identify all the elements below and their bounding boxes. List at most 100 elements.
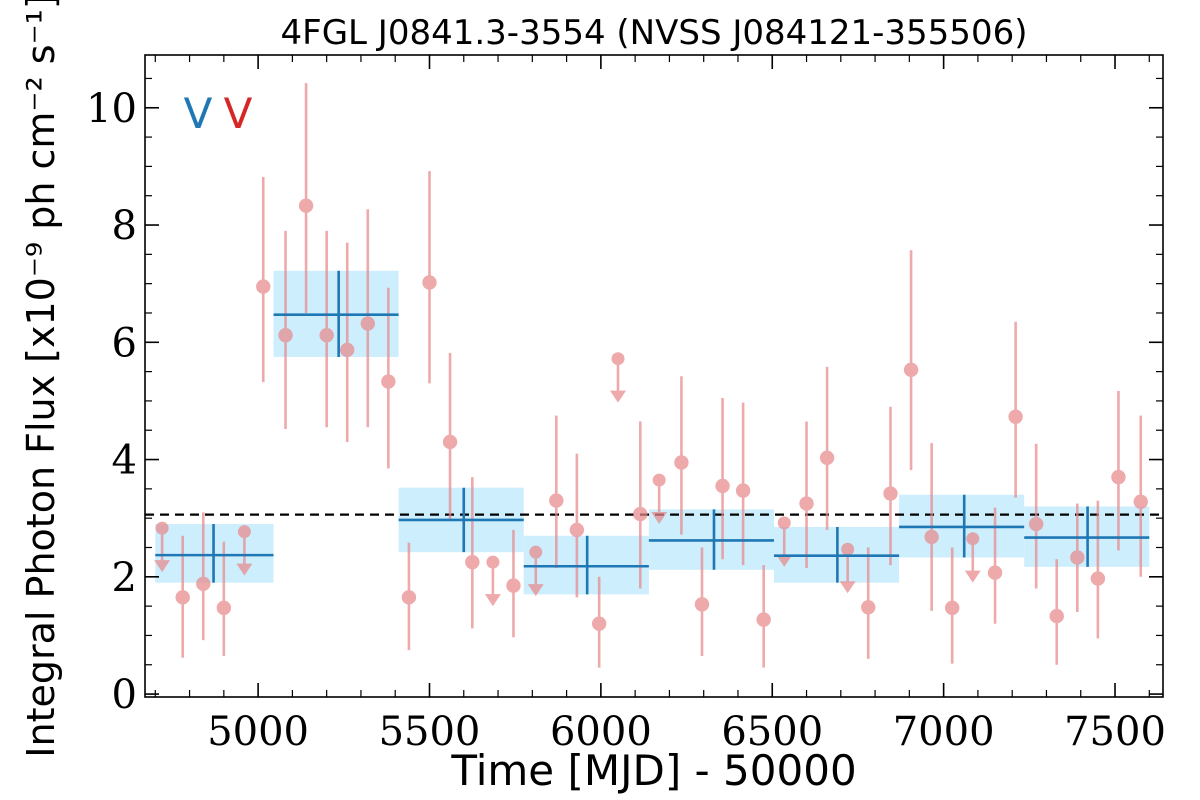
data-point bbox=[340, 342, 355, 358]
binned-point bbox=[773, 526, 900, 583]
short-bin-point bbox=[236, 525, 253, 576]
short-bin-point bbox=[340, 242, 355, 442]
data-point bbox=[756, 612, 771, 627]
short-bin-point bbox=[735, 402, 751, 566]
data-point bbox=[401, 590, 417, 605]
short-bin-point bbox=[1070, 503, 1085, 612]
upper-limit-marker bbox=[611, 352, 625, 366]
short-bin-point bbox=[360, 209, 375, 428]
short-bin-point bbox=[1049, 559, 1064, 665]
short-bin-point bbox=[819, 366, 835, 530]
short-bin-point bbox=[216, 541, 232, 656]
data-point bbox=[442, 434, 458, 450]
short-bin-point bbox=[776, 516, 793, 567]
short-bin-point bbox=[945, 547, 960, 664]
upper-limit-marker bbox=[529, 545, 543, 559]
data-point bbox=[1111, 469, 1126, 485]
axes: 5000 5500 6000 6500 7000 7500 0 2 4 6 8 10 bbox=[86, 55, 1166, 755]
data-point bbox=[819, 450, 835, 465]
y-tick-label: 2 bbox=[112, 555, 137, 601]
data-point bbox=[715, 478, 730, 494]
data-point bbox=[633, 506, 648, 522]
legend-entry-short: V bbox=[224, 89, 253, 138]
data-point bbox=[1070, 550, 1085, 565]
data-point bbox=[1008, 409, 1023, 424]
data-point bbox=[735, 483, 751, 498]
data-point bbox=[319, 328, 334, 343]
data-point bbox=[506, 578, 521, 593]
upper-limit-marker bbox=[841, 542, 855, 556]
x-tick-label: 5000 bbox=[207, 709, 309, 755]
data-point bbox=[465, 554, 480, 570]
upper-limit-marker bbox=[777, 516, 791, 530]
data-point bbox=[924, 529, 939, 545]
short-bin-point bbox=[1008, 321, 1023, 498]
short-bin-point bbox=[633, 421, 648, 589]
short-bin-point bbox=[1133, 415, 1148, 577]
plot-area bbox=[145, 83, 1163, 668]
data-point bbox=[861, 600, 876, 615]
upper-limit-marker bbox=[155, 521, 169, 535]
short-bin-point bbox=[1028, 443, 1044, 589]
data-point bbox=[360, 316, 375, 331]
short-bin-point bbox=[591, 576, 607, 668]
data-point bbox=[694, 597, 710, 612]
short-bin-point bbox=[903, 250, 919, 471]
x-tick-label: 6000 bbox=[550, 709, 652, 755]
data-point bbox=[987, 565, 1003, 580]
upper-limit-arrow bbox=[484, 594, 501, 607]
chart-title: 4FGL J0841.3-3554 (NVSS J084121-355506) bbox=[281, 13, 1028, 53]
short-bin-point bbox=[381, 287, 396, 469]
data-point bbox=[674, 455, 689, 470]
upper-limit-marker bbox=[237, 525, 251, 539]
legend-entry-binned: V bbox=[184, 89, 213, 138]
short-bin-point bbox=[651, 473, 668, 525]
binned-point bbox=[155, 524, 274, 583]
data-point bbox=[298, 198, 314, 213]
data-point bbox=[945, 600, 960, 616]
short-bin-point bbox=[674, 376, 689, 535]
binned-point bbox=[899, 494, 1025, 558]
data-point bbox=[381, 374, 396, 389]
short-bin-point bbox=[256, 176, 271, 383]
short-bin-point bbox=[196, 512, 211, 641]
x-tick-label: 5500 bbox=[379, 709, 481, 755]
binned-point bbox=[398, 487, 524, 553]
binned-point bbox=[273, 270, 399, 357]
short-bin-point bbox=[527, 545, 544, 597]
y-tick-label: 4 bbox=[112, 438, 137, 484]
data-point bbox=[549, 493, 564, 508]
short-bin-point bbox=[465, 477, 480, 629]
short-bin-point bbox=[694, 547, 710, 656]
upper-limit-arrow bbox=[839, 581, 856, 594]
short-bin-point bbox=[756, 565, 771, 668]
plot-frame bbox=[144, 54, 1164, 698]
x-axis-label: Time [MJD] - 50000 bbox=[450, 746, 856, 795]
upper-limit-arrow bbox=[776, 554, 793, 567]
upper-limit-arrow bbox=[154, 560, 171, 573]
binned-point bbox=[523, 535, 649, 595]
data-point bbox=[422, 275, 437, 290]
upper-limit-arrow bbox=[964, 570, 981, 583]
y-tick-label: 6 bbox=[112, 320, 137, 366]
short-bin-point bbox=[1090, 500, 1106, 639]
y-tick-label: 8 bbox=[112, 203, 137, 249]
short-bin-point bbox=[549, 415, 564, 569]
short-bin-point bbox=[422, 171, 437, 384]
x-tick-label: 7000 bbox=[893, 709, 995, 755]
short-bin-point bbox=[442, 352, 458, 522]
short-bin-point bbox=[610, 352, 627, 403]
data-point bbox=[196, 576, 211, 592]
short-bin-point bbox=[569, 453, 585, 598]
data-point bbox=[1133, 494, 1148, 509]
data-point bbox=[903, 362, 919, 378]
short-bin-point bbox=[506, 529, 521, 638]
data-point bbox=[591, 616, 607, 631]
upper-limit-marker bbox=[652, 473, 666, 487]
data-point bbox=[799, 496, 814, 511]
upper-limit-arrow bbox=[236, 563, 253, 576]
x-tick-label: 7500 bbox=[1064, 709, 1166, 755]
short-bin-point bbox=[715, 397, 730, 560]
y-axis-label: Integral Photon Flux [x10⁻⁹ ph cm⁻² s⁻¹] bbox=[19, 0, 63, 758]
upper-limit-marker bbox=[966, 532, 980, 546]
